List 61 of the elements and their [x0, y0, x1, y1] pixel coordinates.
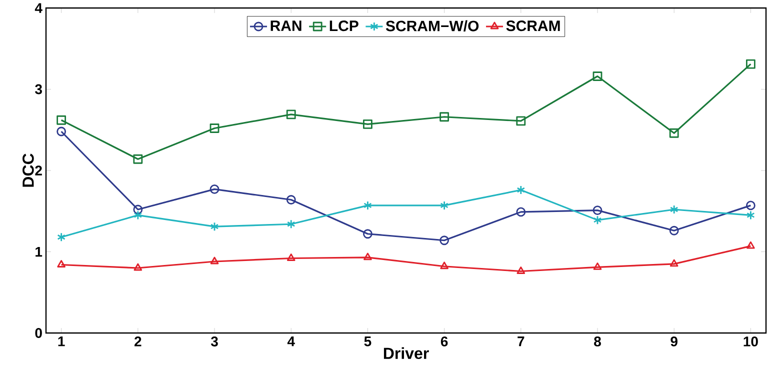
point	[669, 226, 679, 236]
point	[210, 184, 220, 194]
x-tick-label: 3	[210, 336, 218, 346]
point	[134, 210, 142, 220]
point	[57, 232, 66, 242]
point	[56, 115, 66, 125]
x-tick-label: 4	[287, 336, 295, 346]
point	[286, 219, 296, 229]
point	[592, 206, 602, 216]
point	[593, 262, 602, 270]
y-tick-label: 2	[35, 166, 42, 176]
point	[670, 204, 678, 214]
point	[210, 256, 219, 264]
point	[210, 124, 220, 133]
y-tick-label: 4	[34, 3, 42, 13]
x-tick-label: 10	[744, 336, 758, 346]
point	[516, 207, 526, 217]
legend-label: SCRAM	[506, 20, 560, 32]
point	[57, 260, 66, 268]
x-tick-label: 5	[364, 336, 372, 346]
y-axis-title: DCC	[22, 154, 34, 187]
legend-label: SCRAM−W/O	[386, 20, 479, 32]
x-tick-label: 1	[58, 336, 65, 346]
y-tick-label: 0	[35, 328, 42, 338]
point	[746, 210, 755, 220]
point	[364, 252, 372, 260]
point	[516, 266, 526, 274]
point	[592, 72, 602, 81]
x-tick-label: 7	[518, 336, 524, 346]
point	[746, 200, 756, 210]
point	[363, 229, 372, 239]
point	[440, 262, 448, 270]
point	[516, 185, 526, 195]
point	[286, 110, 296, 120]
point	[440, 112, 450, 122]
point	[440, 236, 450, 246]
point	[746, 59, 756, 69]
x-tick-label: 8	[594, 336, 601, 346]
x-tick-label: 2	[134, 336, 142, 346]
x-tick-label: 6	[440, 336, 448, 346]
x-axis-title: Driver	[384, 347, 429, 360]
point	[133, 154, 143, 164]
point	[746, 241, 755, 249]
point	[516, 116, 526, 126]
point	[210, 222, 219, 232]
legend-label: RAN	[270, 20, 302, 31]
point	[133, 204, 143, 214]
point	[670, 259, 678, 267]
point	[363, 119, 372, 129]
point	[593, 215, 602, 225]
point	[134, 263, 142, 271]
point	[286, 254, 296, 261]
y-tick-label: 1	[36, 246, 42, 257]
legend-label: LCP	[330, 20, 358, 32]
point	[56, 126, 66, 136]
point	[669, 128, 679, 138]
point	[440, 200, 448, 210]
point	[364, 200, 372, 210]
y-tick-label: 3	[35, 84, 42, 94]
point	[286, 195, 296, 204]
x-tick-label: 9	[670, 336, 678, 346]
